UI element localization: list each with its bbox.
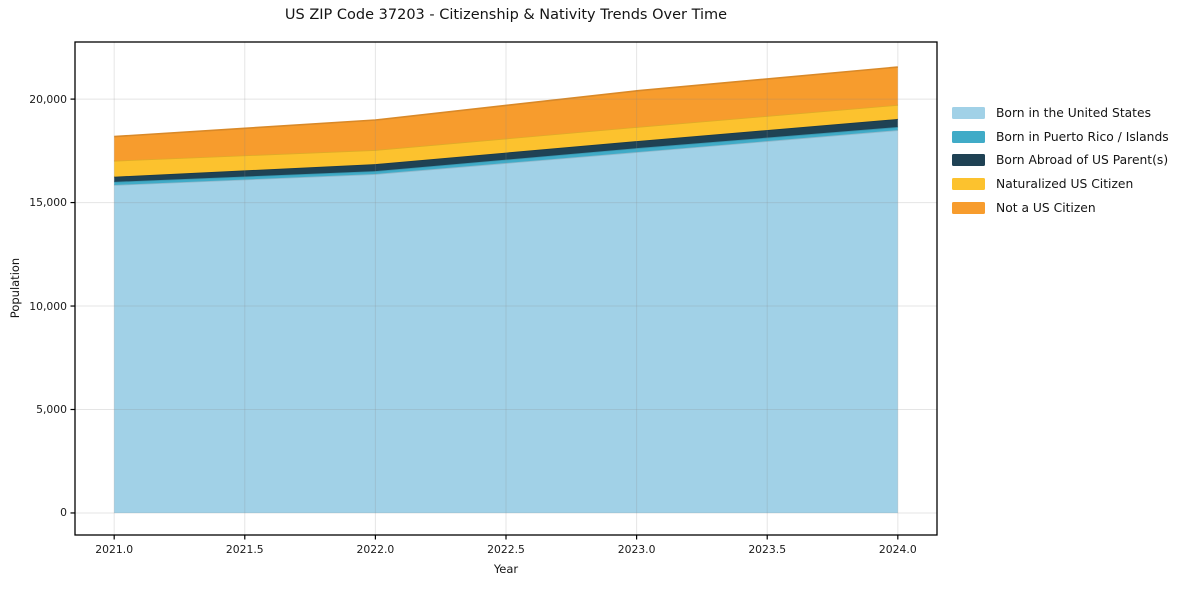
area-series-1 xyxy=(114,130,898,513)
area-series-edge xyxy=(114,118,898,178)
legend-item: Born in the United States xyxy=(952,101,1169,125)
y-tick-label: 20,000 xyxy=(29,92,67,106)
legend-item-label: Not a US Citizen xyxy=(996,201,1096,216)
legend-item-label: Born in the United States xyxy=(996,105,1151,120)
chart-title: US ZIP Code 37203 - Citizenship & Nativi… xyxy=(284,7,728,23)
legend-item-label: Born Abroad of US Parent(s) xyxy=(996,153,1169,168)
x-tick-label: 2023.5 xyxy=(748,543,787,556)
y-tick-label: 15,000 xyxy=(29,196,67,210)
x-tick-label: 2022.0 xyxy=(356,543,395,556)
legend-item: Born in Puerto Rico / Islands xyxy=(952,125,1169,149)
legend-swatch xyxy=(952,178,985,191)
legend-swatch xyxy=(952,106,985,119)
legend: Born in the United States Born in Puerto … xyxy=(952,101,1169,220)
legend-item-label: Born in Puerto Rico / Islands xyxy=(996,129,1169,144)
x-axis-label: Year xyxy=(493,562,519,576)
area-series-3 xyxy=(114,118,898,182)
x-tick-label: 2021.5 xyxy=(225,543,264,556)
y-tick-label: 10,000 xyxy=(29,299,67,313)
legend-swatch xyxy=(952,130,985,143)
x-tick-label: 2022.5 xyxy=(487,543,525,556)
area-series-5 xyxy=(114,67,898,161)
area-series-edge xyxy=(114,66,898,138)
x-tick-label: 2024.0 xyxy=(878,543,917,556)
y-tick-label: 0 xyxy=(60,506,67,520)
x-tick-label: 2023.0 xyxy=(617,543,656,556)
x-tick-label: 2021.0 xyxy=(95,543,134,556)
legend-swatch xyxy=(952,202,985,215)
y-tick-label: 5,000 xyxy=(36,402,67,416)
legend-item: Born Abroad of US Parent(s) xyxy=(952,149,1169,173)
area-series-4 xyxy=(114,104,898,177)
legend-swatch xyxy=(952,154,985,167)
legend-item: Naturalized US Citizen xyxy=(952,172,1169,196)
legend-item: Not a US Citizen xyxy=(952,196,1169,220)
legend-item-label: Naturalized US Citizen xyxy=(996,177,1134,192)
